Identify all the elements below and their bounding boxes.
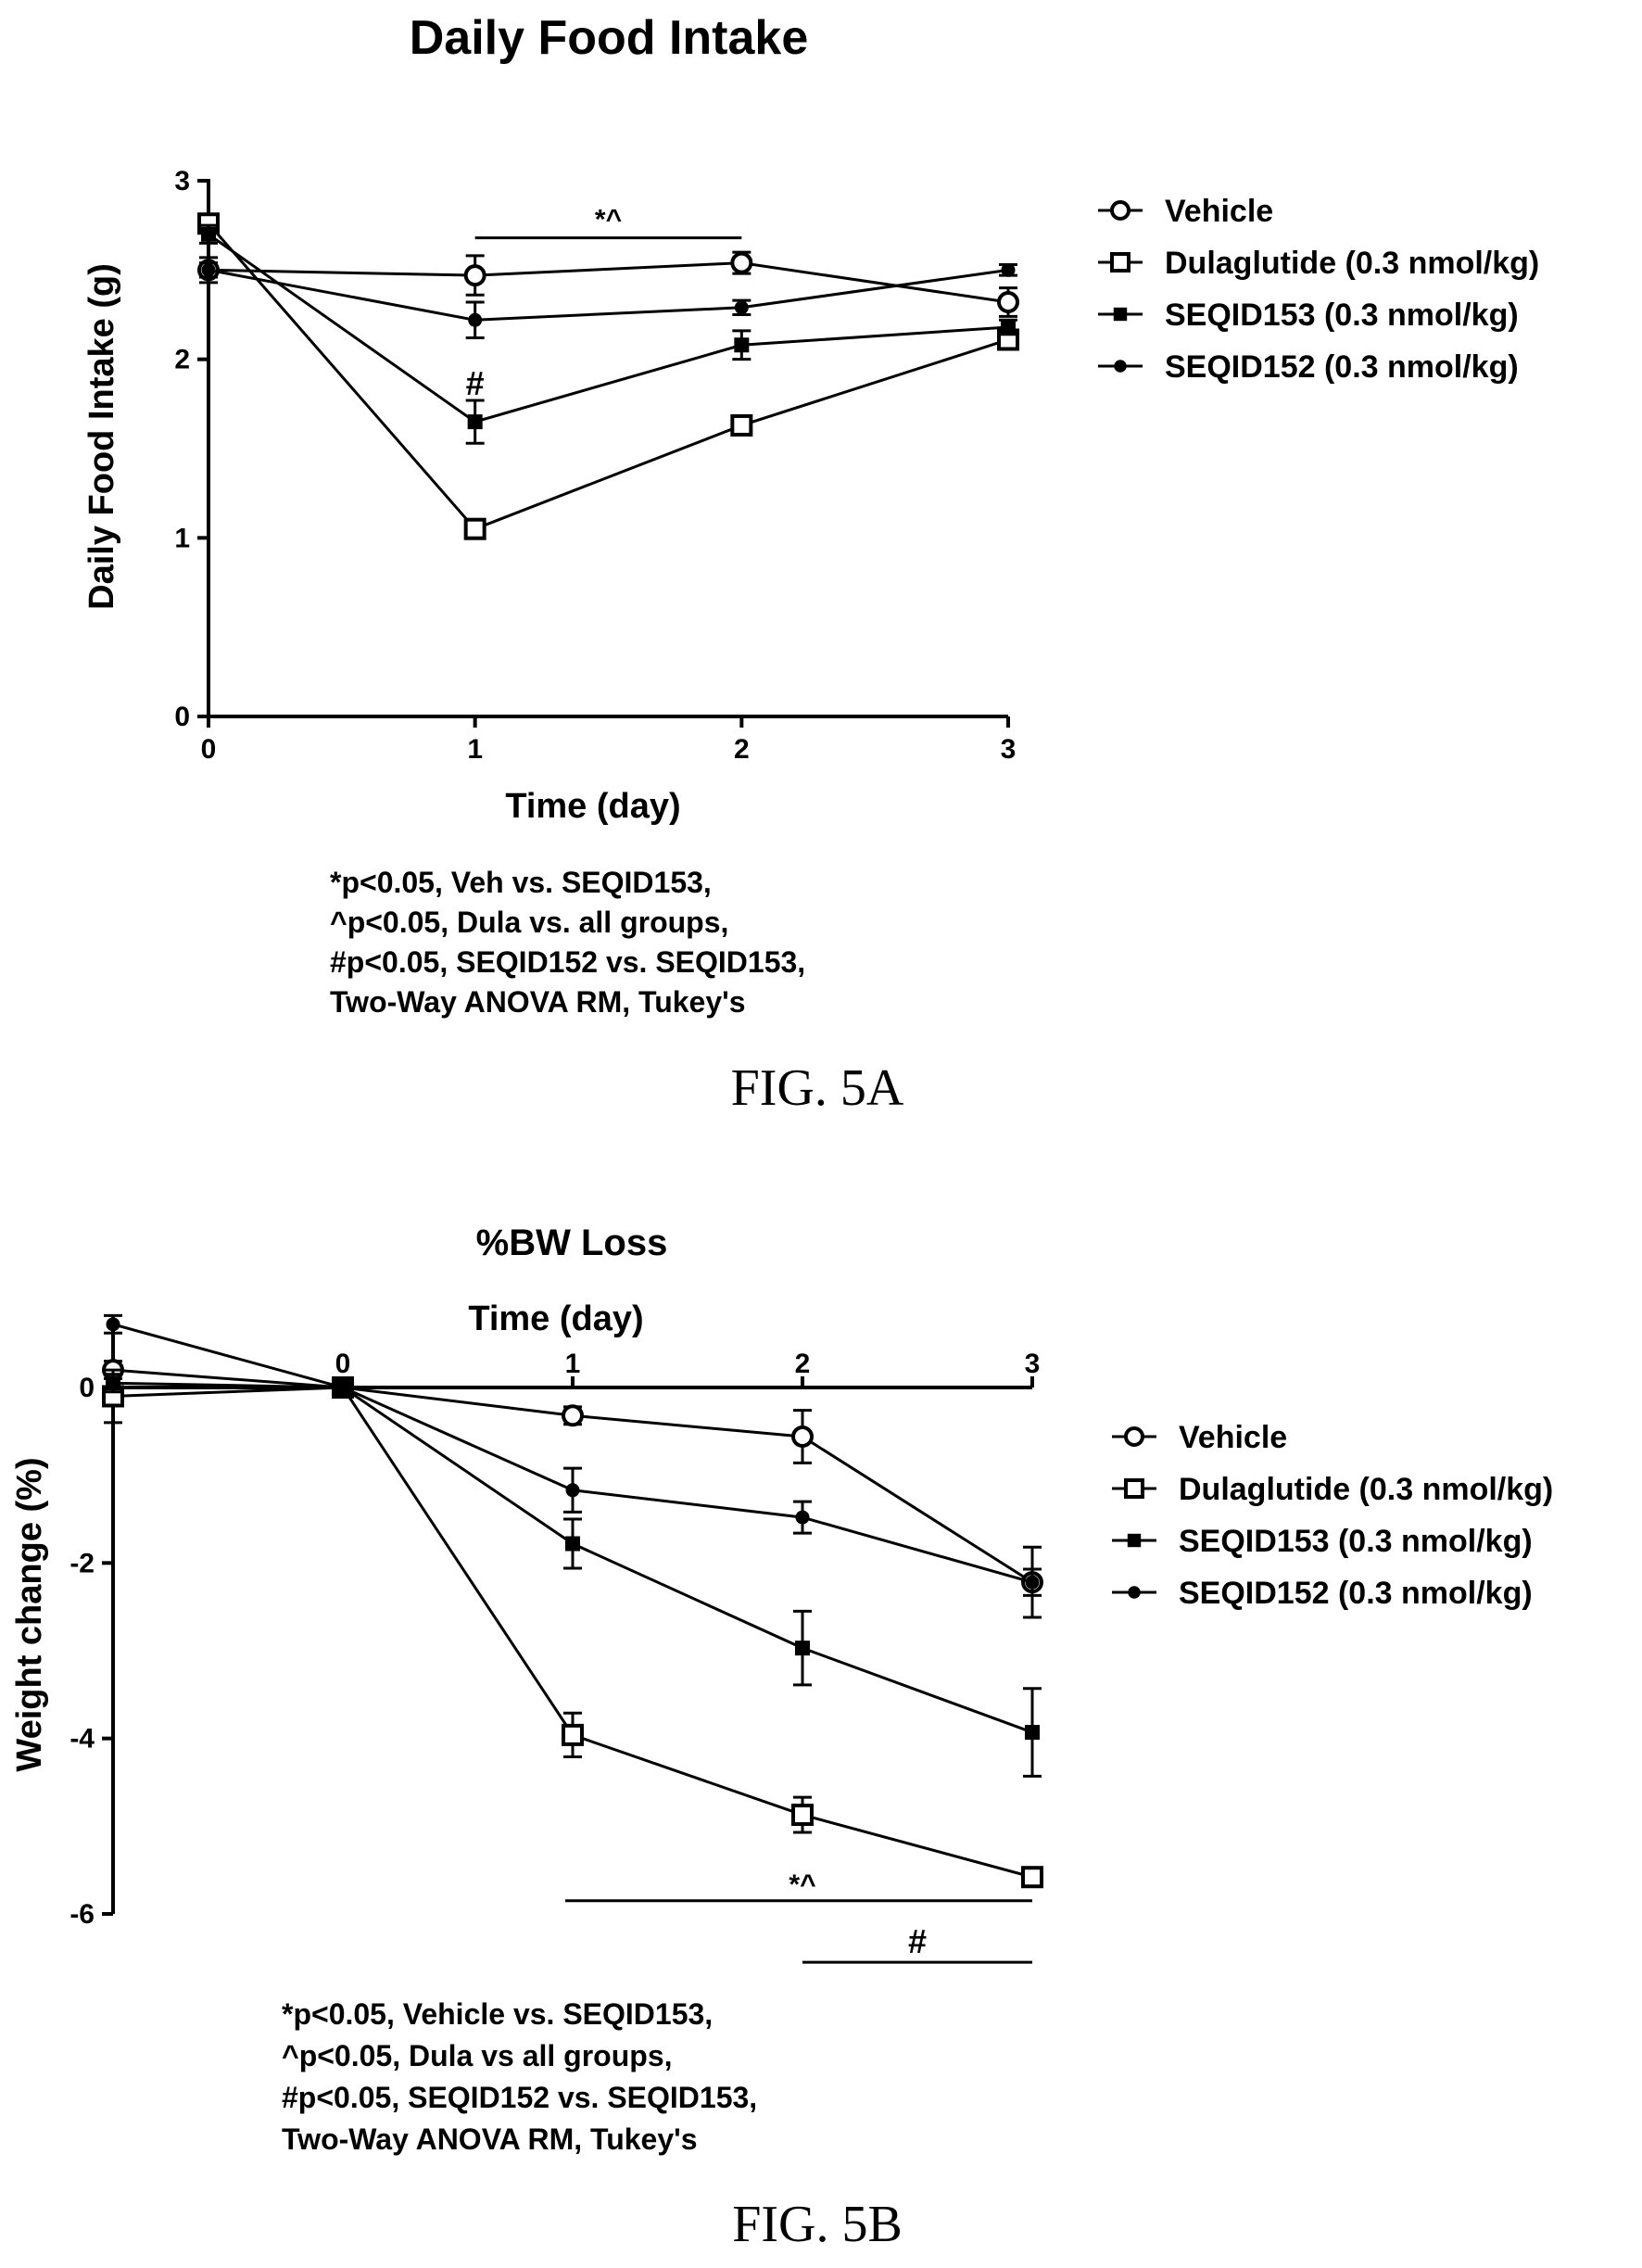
panel-a-figure-label: FIG. 5A (731, 1059, 904, 1117)
panel-a-y-axis-label: Daily Food Intake (g) (82, 263, 121, 610)
x-tick-label: 2 (795, 1349, 811, 1379)
data-point (468, 312, 483, 327)
legend-label: Dulaglutide (0.3 nmol/kg) (1165, 246, 1539, 281)
legend-marker (1127, 1533, 1142, 1548)
legend-label: SEQID153 (0.3 nmol/kg) (1165, 298, 1519, 333)
legend-label: SEQID152 (0.3 nmol/kg) (1179, 1576, 1533, 1611)
legend-label: Vehicle (1179, 1420, 1287, 1455)
legend-marker (1114, 360, 1127, 373)
panel-a-notes: *p<0.05, Veh vs. SEQID153, ^p<0.05, Dula… (330, 866, 805, 1019)
data-point (562, 1404, 584, 1427)
data-point (1025, 1725, 1040, 1741)
panel-b-note-line: ^p<0.05, Dula vs all groups, (282, 2039, 673, 2072)
y-tick-label: 2 (174, 345, 190, 375)
series-line (208, 268, 1009, 322)
panel-b-note-line: #p<0.05, SEQID152 vs. SEQID153, (282, 2081, 757, 2114)
legend-marker (1110, 252, 1130, 272)
legend-label: SEQID153 (0.3 nmol/kg) (1179, 1524, 1533, 1559)
panel-b-chart: %BW Loss Time (day) Weight change (%) 0 1… (10, 1223, 1553, 2253)
legend-label: Dulaglutide (0.3 nmol/kg) (1179, 1472, 1553, 1507)
panel-b-x-axis-label: Time (day) (468, 1299, 643, 1338)
data-point (565, 1536, 580, 1552)
legend-marker (1128, 1586, 1141, 1599)
legend-label: SEQID152 (0.3 nmol/kg) (1165, 349, 1519, 385)
data-point (106, 1375, 120, 1391)
panel-a-annotations: *^ # (466, 205, 742, 402)
data-point (201, 262, 216, 277)
data-point (795, 1641, 810, 1656)
x-tick-label: 3 (1001, 734, 1017, 765)
y-tick-label: -4 (69, 1724, 95, 1755)
panel-a-title: Daily Food Intake (410, 11, 809, 65)
x-tick-label: 2 (734, 734, 750, 765)
panel-b-series (102, 1313, 1043, 1889)
data-point (562, 1723, 584, 1746)
data-point (734, 337, 750, 353)
y-tick-label: 1 (174, 523, 190, 553)
y-tick-label: -2 (69, 1548, 95, 1578)
data-point (106, 1317, 120, 1332)
panel-a-note-line: *p<0.05, Veh vs. SEQID153, (330, 866, 712, 899)
data-point (1001, 262, 1016, 277)
significance-label: *^ (789, 1869, 815, 1900)
legend-marker (1110, 200, 1130, 221)
panel-b-legend: Vehicle Dulaglutide (0.3 nmol/kg) SEQID153… (1112, 1420, 1553, 1611)
panel-a-legend: Vehicle Dulaglutide (0.3 nmol/kg) SEQID153… (1098, 194, 1539, 385)
panel-b-axes: 0 1 2 3 0 -2 -4 -6 (69, 1317, 1040, 1930)
panel-b-note-line: *p<0.05, Vehicle vs. SEQID153, (282, 1997, 713, 2031)
x-tick-label: 0 (201, 734, 217, 765)
data-point (565, 1483, 580, 1498)
series-line (208, 261, 1009, 304)
y-tick-label: -6 (69, 1899, 95, 1930)
data-point (791, 1804, 814, 1827)
significance-label: *^ (595, 205, 622, 235)
panel-b-notes: *p<0.05, Vehicle vs. SEQID153, ^p<0.05, … (282, 1997, 757, 2156)
panel-b-title: %BW Loss (476, 1223, 668, 1263)
series-line (207, 222, 1009, 531)
panel-b-annotations: *^ # (565, 1869, 1032, 1964)
legend-marker (1124, 1478, 1144, 1499)
y-tick-label: 0 (79, 1373, 95, 1403)
data-point (201, 226, 216, 242)
panel-b-figure-label: FIG. 5B (732, 2196, 903, 2253)
data-point (335, 1380, 350, 1395)
x-tick-label: 0 (335, 1349, 351, 1379)
y-tick-label: 3 (174, 166, 190, 196)
significance-label: # (466, 364, 485, 402)
data-point (730, 251, 753, 274)
data-point (1021, 1866, 1043, 1889)
panel-a-series (197, 212, 1019, 540)
panel-a-chart: Daily Food Intake 0 1 2 3 0 1 2 3 Time (day) Da… (82, 11, 1539, 1117)
x-tick-label: 1 (467, 734, 483, 765)
data-point (1001, 319, 1016, 335)
data-point (463, 264, 486, 287)
data-point (791, 1425, 814, 1449)
panel-a-note-line: Two-Way ANOVA RM, Tukey's (330, 985, 746, 1019)
legend-marker (1124, 1426, 1144, 1447)
data-point (1025, 1575, 1040, 1590)
data-point (997, 291, 1019, 314)
data-point (463, 517, 486, 540)
panel-b-note-line: Two-Way ANOVA RM, Tukey's (282, 2122, 698, 2156)
series-line (208, 233, 1009, 424)
panel-b-y-axis-label: Weight change (%) (10, 1457, 49, 1771)
legend-marker (1113, 307, 1128, 322)
legend-label: Vehicle (1165, 194, 1273, 229)
series-line (112, 1386, 1033, 1879)
panel-a-x-axis-label: Time (day) (505, 787, 680, 826)
x-tick-label: 1 (565, 1349, 581, 1379)
data-point (795, 1510, 810, 1525)
panel-a-note-line: ^p<0.05, Dula vs. all groups, (330, 906, 728, 939)
data-point (730, 413, 753, 437)
panel-a-note-line: #p<0.05, SEQID152 vs. SEQID153, (330, 945, 805, 979)
x-tick-label: 3 (1025, 1349, 1041, 1379)
y-tick-label: 0 (174, 702, 190, 732)
significance-label: # (908, 1922, 927, 1960)
data-point (467, 414, 483, 430)
panel-a-axes: 0 1 2 3 0 1 2 3 (174, 166, 1016, 765)
data-point (734, 300, 749, 315)
